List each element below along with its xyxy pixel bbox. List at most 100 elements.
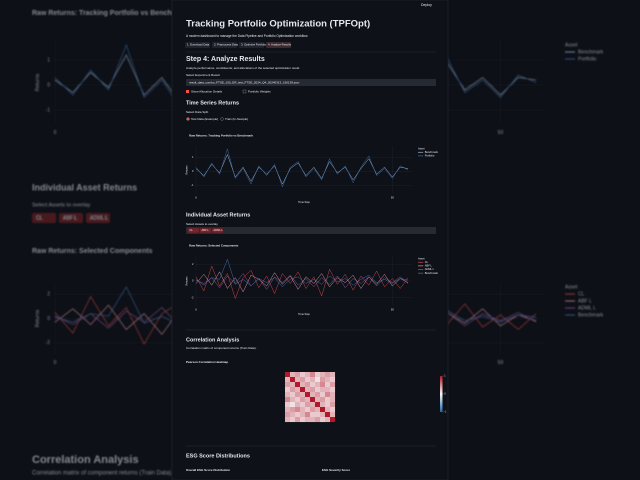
bg-chip-label: ABF L [63,215,77,221]
legend-label: CL [578,291,585,297]
heatmap-cell [315,397,321,403]
heatmap-cell [330,377,336,383]
heatmap-cell [310,372,316,378]
chip-label: ADML L [214,228,224,232]
heatmap-cell [330,387,336,393]
heatmap-cell [320,372,326,378]
heatmap-cell [315,417,321,423]
heatmap-cell [330,392,336,398]
heatmap-cell [310,392,316,398]
y-axis-label: Returns [185,165,189,175]
heatmap-cell [300,387,306,393]
colorbar [440,376,443,412]
bg-chip-label: CL [36,215,43,221]
heatmap-cell [295,407,301,413]
x-tick-label: 50 [498,130,504,136]
heatmap-cell [310,397,316,403]
heatmap-cell [300,417,306,423]
heatmap-cell [305,412,311,418]
legend-label: ABF L [425,264,433,268]
heatmap-cell [310,377,316,383]
heatmap-cell [325,382,331,388]
select-label: Select Experiment Result [186,73,220,77]
heatmap-cell [285,407,291,413]
legend-title: Asset [418,146,425,150]
heatmap-cell [310,382,316,388]
heatmap-cell [305,377,311,383]
checkbox[interactable] [242,89,247,94]
heatmap-cell [310,417,316,423]
heatmap-cell [300,382,306,388]
heatmap-cell [325,387,331,393]
series-line [195,271,409,293]
deploy-button: Deploy [421,3,432,7]
heatmap-cell [290,402,296,408]
heatmap-cell [290,372,296,378]
heatmap-cell [295,392,301,398]
tab[interactable] [266,42,291,48]
legend-label: Portfolio [425,154,435,158]
bg-section-title: Correlation Analysis [32,454,139,466]
heatmap-cell [290,407,296,413]
heatmap-cell [325,372,331,378]
heatmap-cell [300,397,306,403]
x-tick-label: 0 [54,130,57,136]
chart-title: Raw Returns: Selected Components [189,243,239,247]
colorbar-tick-label: 0 [444,393,446,396]
checkbox[interactable] [186,90,189,93]
x-tick-label: 50 [498,360,504,366]
heatmap-cell [285,372,291,378]
heatmap-cell [315,387,321,393]
heatmap-cell [285,392,291,398]
heatmap-cell [295,412,301,418]
heatmap-cell [330,407,336,413]
tab[interactable] [185,42,210,48]
colorbar-tick-label: -1 [444,411,447,414]
chip[interactable] [188,228,199,233]
multiselect[interactable] [186,227,436,234]
app-subtitle: A modern dashboard to manage the Data Pi… [186,34,308,38]
tab-label: 3. Optimize Portfolio [241,43,267,47]
heatmap-cell [285,387,291,393]
legend-label: Benchmark [578,49,604,55]
heatmap-cell [310,387,316,393]
series-line [195,258,409,288]
radio[interactable] [186,117,190,121]
heatmap-cell [295,377,301,383]
y-axis-label: Returns [185,276,189,286]
heatmap-cell [305,387,311,393]
heatmap-cell [330,382,336,388]
y-tick-label: -1 [46,107,51,113]
heatmap-cell [315,392,321,398]
heatmap-cell [290,412,296,418]
x-tick-label: 0 [54,360,57,366]
app-title: Tracking Portfolio Optimization (TPFOpt) [186,19,370,30]
heatmap-cell [300,412,306,418]
chip[interactable] [200,228,211,233]
x-axis-label: Time Step [298,200,310,204]
heatmap-cell [310,412,316,418]
legend-label: ADML L [425,267,435,271]
heatmap-cell [320,392,326,398]
bg-description: Correlation matrix of component returns … [32,471,173,477]
select-box[interactable] [186,79,436,86]
y-tick-label: 0 [192,169,194,173]
legend-label: Benchmark [578,312,604,318]
chip-label: CL [190,228,194,232]
tab[interactable] [239,42,264,48]
heatmap-cell [315,382,321,388]
radio[interactable] [220,117,224,121]
legend-label: Benchmark [425,150,439,154]
heatmap-cell [325,397,331,403]
tab[interactable] [212,42,237,48]
heatmap-cell [320,397,326,403]
heatmap-cell [330,397,336,403]
chip[interactable] [212,228,223,233]
heatmap-cell [295,382,301,388]
heatmap-cell [295,372,301,378]
chip-label: ABF L [202,228,210,232]
heatmap-cell [320,407,326,413]
tab-label: 4. Analyze Results [268,43,292,47]
heatmap-cell [290,382,296,388]
bg-section-title: Individual Asset Returns [32,182,137,192]
